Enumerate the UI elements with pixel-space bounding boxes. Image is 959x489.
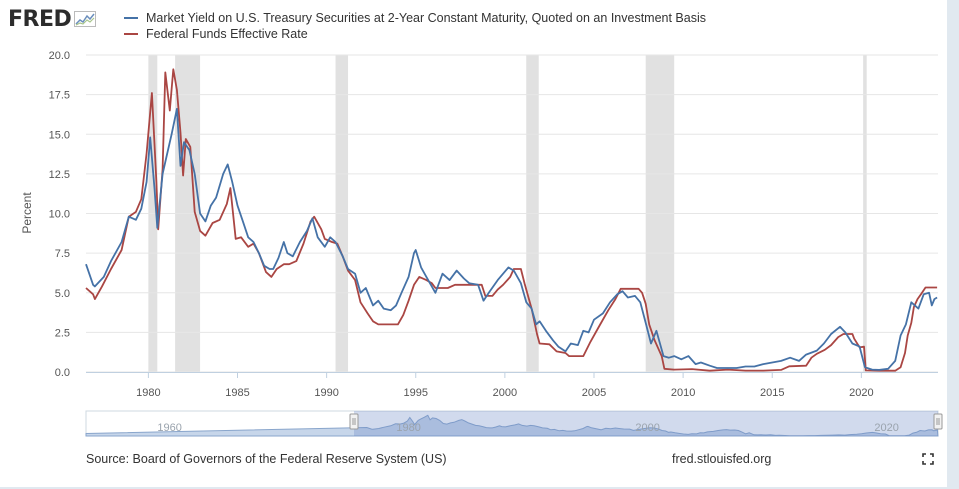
legend-item-fed-funds[interactable]: Federal Funds Effective Rate bbox=[124, 26, 706, 42]
y-tick-label: 10.0 bbox=[49, 209, 70, 221]
y-tick-label: 15.0 bbox=[49, 129, 70, 141]
x-tick-label: 1980 bbox=[136, 387, 160, 399]
x-tick-label: 2000 bbox=[493, 387, 517, 399]
x-tick-label: 2005 bbox=[582, 387, 606, 399]
fred-logo-text: FRED bbox=[8, 6, 72, 32]
x-tick-label: 2020 bbox=[849, 387, 873, 399]
axis-layer: 0.0 2.5 5.0 7.5 10.0 12.5 15.0 17.5 20.0 1980 1985… bbox=[49, 50, 938, 399]
series-layer bbox=[85, 68, 938, 372]
series-line-2-year-treasury bbox=[85, 108, 938, 371]
fullscreen-icon[interactable] bbox=[922, 453, 934, 465]
navigator-label: 1980 bbox=[396, 422, 420, 434]
navigator-series-area bbox=[85, 414, 939, 437]
handle-body bbox=[933, 413, 943, 430]
legend-label-2-year-treasury: Market Yield on U.S. Treasury Securities… bbox=[146, 11, 706, 25]
y-tick-label: 7.5 bbox=[55, 248, 70, 260]
navigator-label: 1960 bbox=[157, 422, 181, 434]
y-tick-label: 17.5 bbox=[49, 90, 70, 102]
x-tick-label: 1990 bbox=[314, 387, 338, 399]
y-tick-label: 20.0 bbox=[49, 50, 70, 62]
handle-body bbox=[349, 413, 359, 430]
navigator-label: 2020 bbox=[874, 422, 898, 434]
x-tick-label: 1985 bbox=[225, 387, 249, 399]
x-tick-label: 2015 bbox=[760, 387, 784, 399]
fred-logo-graph-icon bbox=[74, 11, 97, 27]
x-tick-label: 1995 bbox=[404, 387, 428, 399]
navigator-handle-left[interactable] bbox=[349, 413, 359, 430]
fred-logo[interactable]: FRED bbox=[8, 6, 97, 32]
navigator-label: 2000 bbox=[635, 422, 659, 434]
x-tick-label: 2010 bbox=[671, 387, 695, 399]
navigator-selection bbox=[354, 411, 938, 436]
y-tick-label: 5.0 bbox=[55, 288, 70, 300]
y-tick-label: 12.5 bbox=[49, 169, 70, 181]
legend-label-fed-funds: Federal Funds Effective Rate bbox=[146, 27, 308, 41]
legend-item-2-year-treasury[interactable]: Market Yield on U.S. Treasury Securities… bbox=[124, 10, 706, 26]
legend-swatch-red bbox=[124, 33, 138, 35]
legend-swatch-blue bbox=[124, 17, 138, 19]
navigator-handle-right[interactable] bbox=[933, 413, 943, 430]
fred-link[interactable]: fred.stlouisfed.org bbox=[672, 452, 772, 466]
source-note: Source: Board of Governors of the Federa… bbox=[86, 452, 447, 466]
time-navigator[interactable]: 1960 1980 2000 2020 bbox=[85, 410, 943, 437]
y-tick-label: 2.5 bbox=[55, 327, 70, 339]
line-chart: 0.0 2.5 5.0 7.5 10.0 12.5 15.0 17.5 20.0 1980 1985… bbox=[49, 50, 943, 437]
series-line-fed-funds bbox=[85, 68, 938, 372]
gridline-layer bbox=[86, 54, 938, 373]
y-tick-label: 0.0 bbox=[55, 367, 70, 379]
chart-legend: Market Yield on U.S. Treasury Securities… bbox=[124, 10, 706, 42]
